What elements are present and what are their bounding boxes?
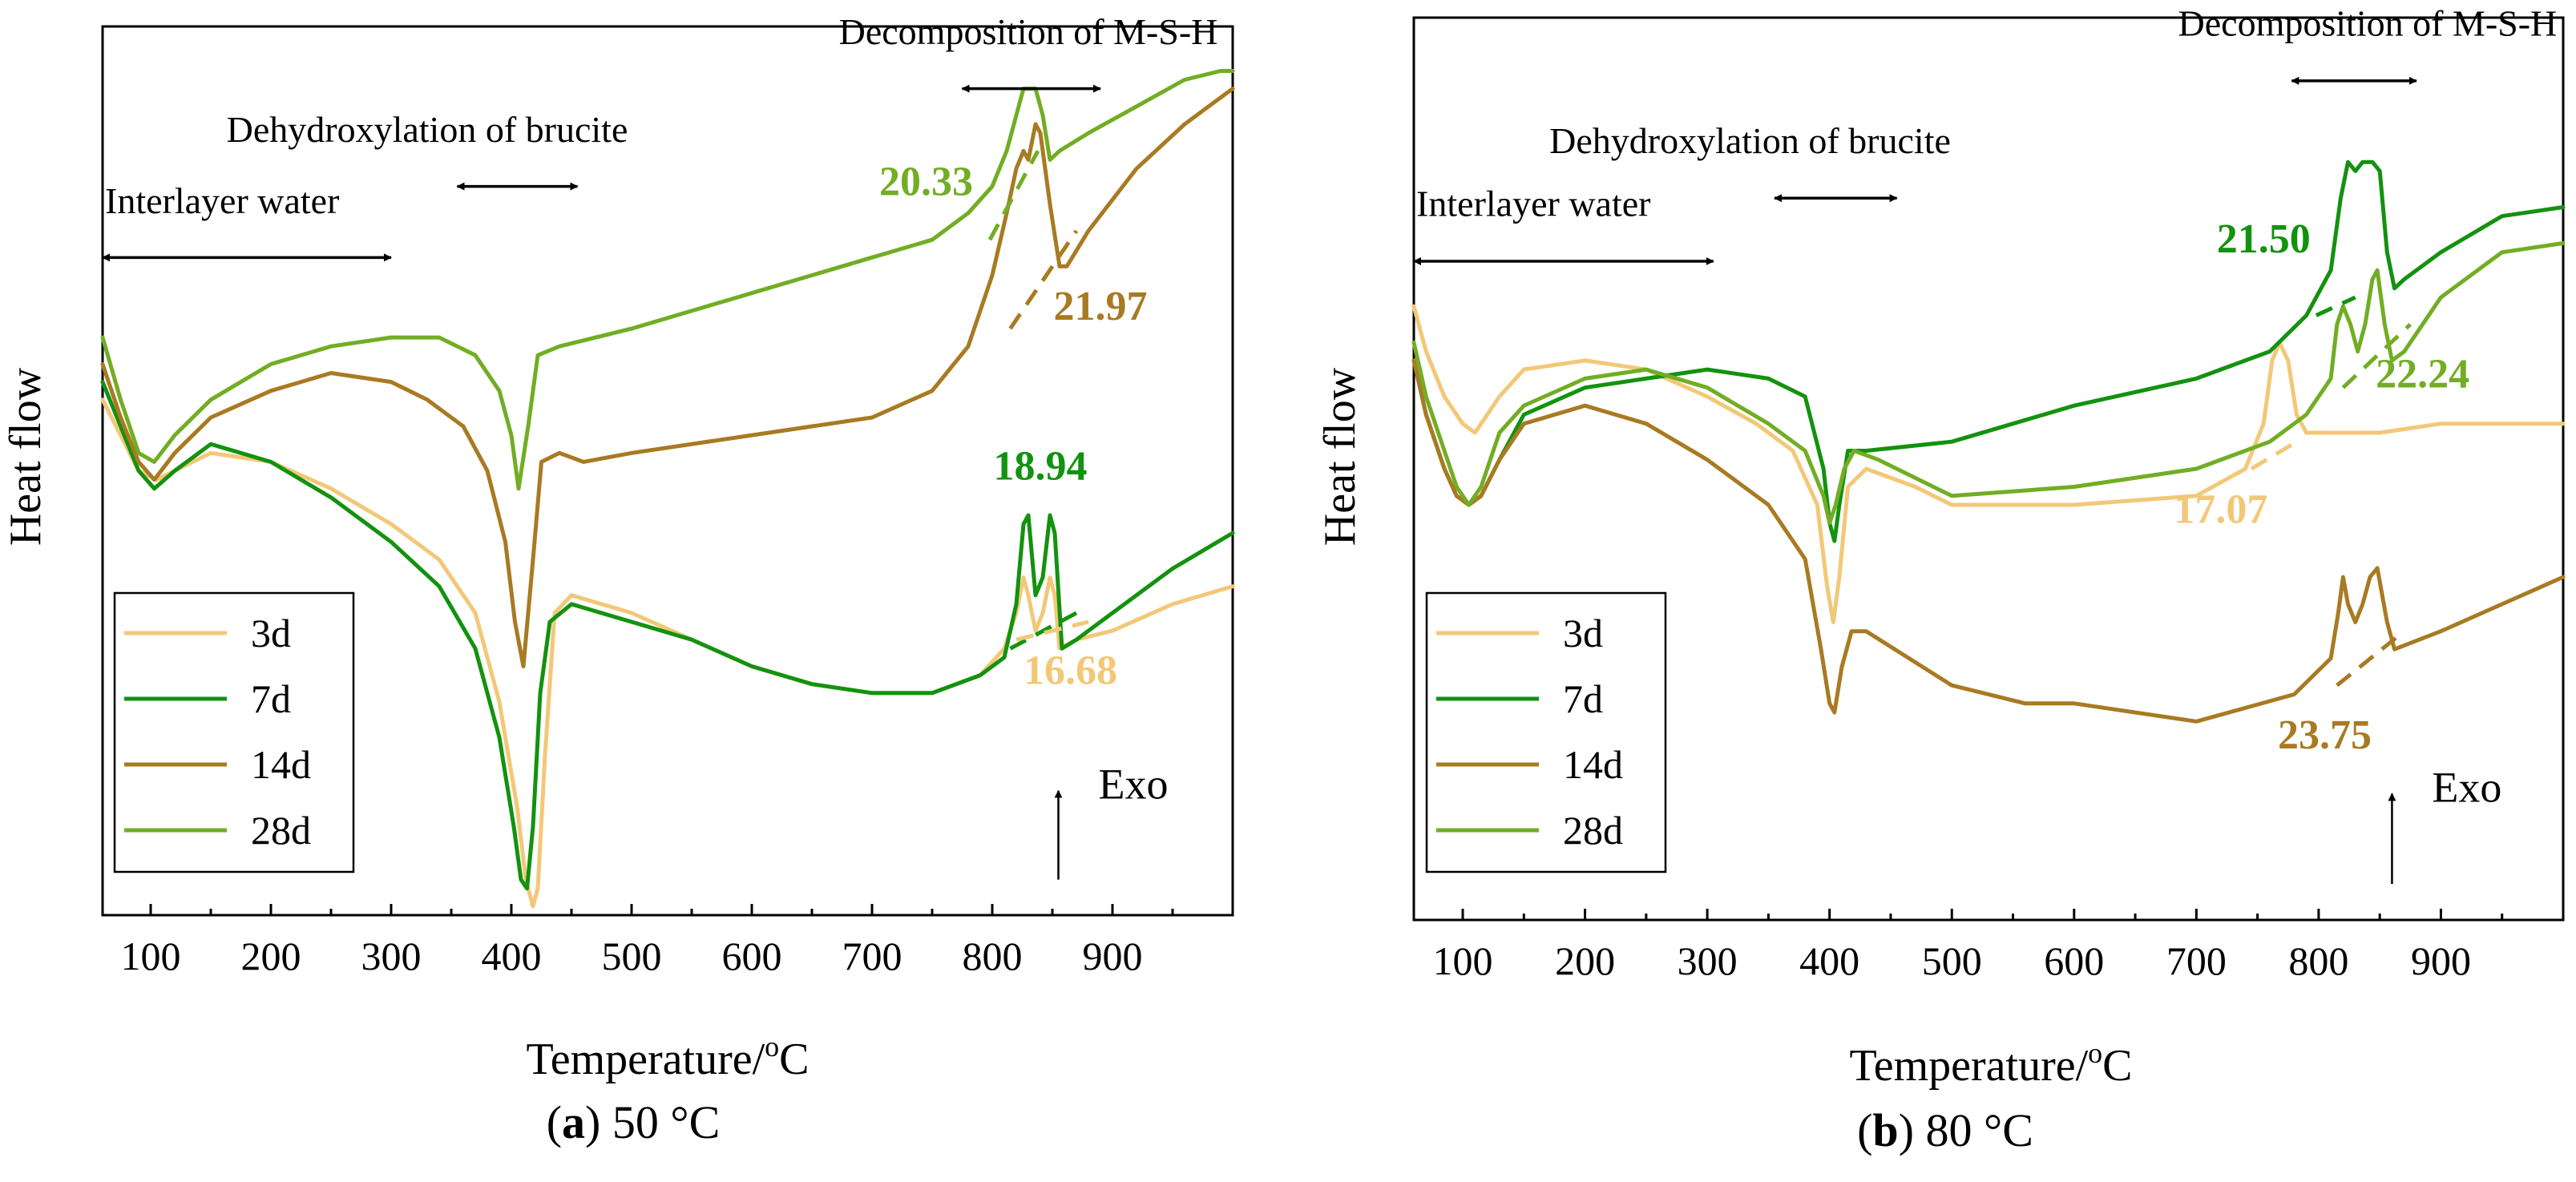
x-tick-label: 800	[963, 934, 1023, 978]
tangent-line-14d	[2336, 629, 2406, 688]
caption-paren: (	[1857, 1104, 1872, 1156]
tangent-line-3d	[2250, 440, 2298, 471]
tangent-line-7d	[1009, 611, 1078, 651]
tangent-line-3d	[1015, 619, 1089, 642]
annotation-label: Dehydroxylation of brucite	[1549, 120, 1951, 161]
caption-letter: b	[1872, 1104, 1898, 1156]
x-tick-label: 100	[121, 934, 181, 978]
annotation-label: Interlayer water	[1416, 184, 1650, 224]
y-axis-title: Heat flow	[1315, 367, 1365, 546]
value-label-14d: 23.75	[2278, 712, 2372, 758]
value-label-28d: 22.24	[2376, 352, 2469, 397]
x-tick-label: 500	[602, 934, 662, 978]
panel-caption: (a) 50 °C	[547, 1096, 721, 1148]
legend-label-7d: 7d	[251, 676, 291, 721]
x-tick-label: 300	[361, 934, 422, 978]
x-axis-title-unit: C	[2102, 1041, 2132, 1091]
caption-paren: )	[585, 1096, 600, 1148]
x-axis-title-text: Temperature/	[1849, 1041, 2088, 1091]
x-axis-title: Temperature/oC	[1849, 1037, 2132, 1091]
x-tick-label: 600	[2044, 938, 2104, 983]
exo-label: Exo	[1099, 760, 1169, 809]
value-label-3d: 17.07	[2174, 487, 2267, 533]
panel-caption: (b) 80 °C	[1857, 1104, 2033, 1156]
legend-label-28d: 28d	[251, 808, 311, 853]
series-line-7d	[100, 380, 1235, 891]
legend-box	[1425, 591, 1667, 873]
chart-panel-b: 100 200 300 400 500 600 700 800 900 Heat flow Temp…	[1315, 3, 2566, 1156]
legend-label-7d: 7d	[1563, 676, 1603, 721]
annotation-label: Decomposition of M-S-H	[2178, 3, 2558, 44]
tangent-line-14d	[1008, 229, 1079, 330]
x-axis-title-degree: o	[2088, 1037, 2102, 1069]
x-axis-title: Temperature/oC	[526, 1031, 809, 1084]
legend-box	[113, 591, 355, 873]
tangent-line-28d	[2341, 323, 2412, 389]
plot-frame	[1412, 16, 2565, 922]
x-tick-label: 600	[722, 934, 782, 978]
plot-frame	[101, 25, 1234, 917]
x-tick-label: 200	[1555, 938, 1615, 983]
value-label-14d: 21.97	[1054, 284, 1148, 329]
x-tick-label: 400	[482, 934, 542, 978]
x-tick-label: 700	[2166, 938, 2227, 983]
x-axis-title-unit: C	[779, 1035, 809, 1084]
chart-panel-a: 100 200 300 400 500 600 700 800 900 Heat flow Temp…	[1, 11, 1235, 1148]
series-line-28d	[100, 69, 1235, 491]
caption-text: 80 °C	[1914, 1104, 2033, 1156]
value-label-7d: 18.94	[994, 444, 1088, 490]
x-tick-label: 800	[2288, 938, 2348, 983]
tangent-line-7d	[2315, 295, 2356, 317]
exo-label: Exo	[2432, 763, 2501, 811]
series-line-14d	[100, 87, 1235, 668]
x-tick-label: 300	[1678, 938, 1738, 983]
value-label-3d: 16.68	[1024, 648, 1117, 694]
annotation-label: Dehydroxylation of brucite	[227, 109, 628, 150]
x-tick-label: 900	[2411, 938, 2471, 983]
legend-label-14d: 14d	[1563, 742, 1623, 787]
caption-paren: (	[547, 1096, 562, 1148]
caption-text: 50 °C	[600, 1096, 720, 1148]
legend-label-28d: 28d	[1563, 808, 1623, 853]
legend-label-14d: 14d	[251, 742, 311, 787]
annotation-label: Decomposition of M-S-H	[839, 11, 1218, 52]
value-label-28d: 20.33	[879, 159, 973, 205]
series-line-3d	[1411, 304, 2566, 624]
x-tick-label: 200	[241, 934, 301, 978]
annotation-label: Interlayer water	[105, 180, 339, 221]
caption-paren: )	[1899, 1104, 1914, 1156]
series-line-14d	[1411, 358, 2566, 724]
x-tick-label: 700	[842, 934, 902, 978]
value-label-7d: 21.50	[2217, 216, 2311, 262]
tangent-line-28d	[987, 150, 1040, 241]
legend-label-3d: 3d	[251, 611, 291, 656]
x-tick-label: 400	[1799, 938, 1859, 983]
y-axis-title: Heat flow	[1, 367, 50, 546]
x-tick-label: 900	[1083, 934, 1143, 978]
x-tick-label: 500	[1922, 938, 1982, 983]
x-axis-title-text: Temperature/	[526, 1035, 765, 1084]
legend-label-3d: 3d	[1563, 611, 1603, 656]
series-line-28d	[1411, 241, 2566, 526]
x-axis-title-degree: o	[765, 1031, 779, 1063]
series-line-3d	[100, 397, 1235, 909]
x-tick-label: 100	[1433, 938, 1493, 983]
caption-letter: a	[562, 1096, 585, 1148]
